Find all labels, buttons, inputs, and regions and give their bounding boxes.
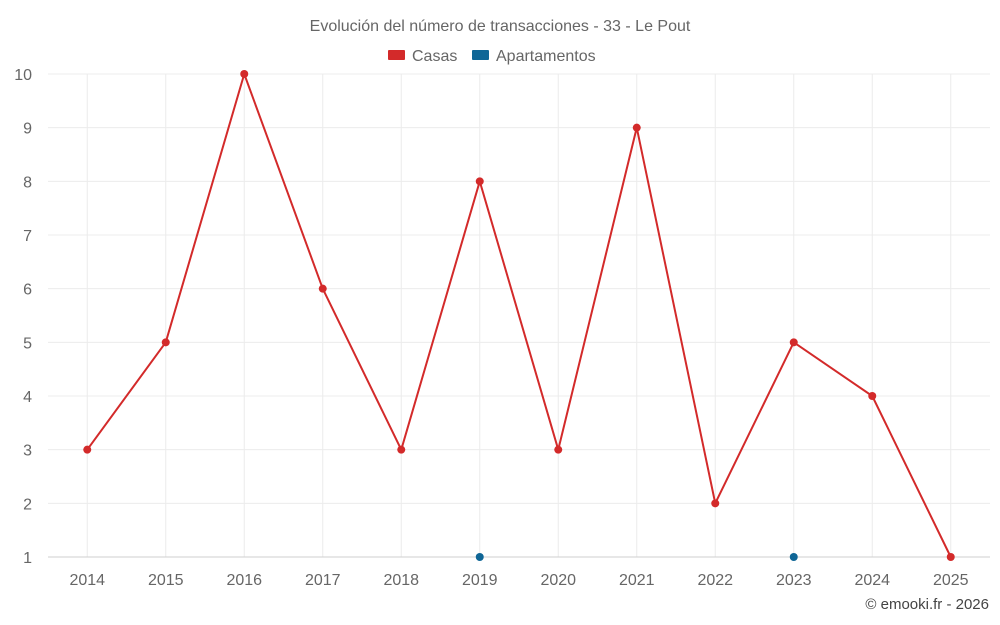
x-tick-label: 2019 [462,572,498,589]
legend: Casas Apartamentos [388,48,596,65]
data-point-casas[interactable] [397,445,406,454]
x-axis: 2014 2015 2016 2017 2018 2019 2020 2021 2022 2023… [48,556,990,589]
data-point-casas[interactable] [161,338,170,347]
data-point-casas[interactable] [946,553,955,561]
legend-item-casas[interactable]: Casas [388,48,457,65]
y-tick-label: 1 [23,550,32,567]
y-tick-label: 3 [23,443,32,460]
x-tick-label: 2018 [383,572,419,589]
y-tick-label: 8 [23,174,32,191]
data-point-casas[interactable] [868,392,877,400]
x-tick-label: 2021 [619,572,655,589]
legend-item-apartamentos[interactable]: Apartamentos [472,48,596,65]
legend-swatch-apartamentos [472,50,489,60]
data-point-casas[interactable] [318,284,327,293]
series-layer [83,70,955,561]
grid-layer [48,73,990,558]
y-tick-label: 6 [23,282,32,299]
y-axis: 1 2 3 4 5 6 7 8 9 10 [14,67,32,567]
y-tick-label: 7 [23,228,32,245]
data-point-casas[interactable] [711,499,720,508]
data-point-casas[interactable] [789,338,798,347]
data-point-casas[interactable] [83,445,92,454]
data-point-casas[interactable] [475,177,484,186]
x-tick-label: 2020 [540,572,576,589]
x-tick-label: 2023 [776,572,812,589]
data-point-apartamentos[interactable] [789,553,798,561]
series-casas [83,70,955,561]
y-tick-label: 2 [23,496,32,513]
chart-credit: © emooki.fr - 2026 [865,596,989,613]
x-tick-label: 2024 [854,572,890,589]
x-tick-label: 2017 [305,572,341,589]
data-point-apartamentos[interactable] [475,553,484,561]
x-tick-label: 2022 [697,572,733,589]
legend-swatch-casas [388,50,405,60]
y-tick-label: 5 [23,335,32,352]
y-tick-label: 9 [23,121,32,138]
x-tick-label: 2016 [226,572,262,589]
legend-label-apartamentos: Apartamentos [496,48,596,65]
y-tick-label: 4 [23,389,32,406]
data-point-casas[interactable] [554,445,563,454]
x-tick-label: 2015 [148,572,184,589]
data-point-casas[interactable] [240,70,249,78]
series-line-casas [86,73,952,558]
x-tick-label: 2014 [69,572,105,589]
legend-label-casas: Casas [412,48,457,65]
chart-title: Evolución del número de transacciones - … [310,18,691,35]
data-point-casas[interactable] [632,123,641,132]
series-apartamentos [475,553,798,561]
y-tick-label: 10 [14,67,32,84]
x-tick-label: 2025 [933,572,969,589]
